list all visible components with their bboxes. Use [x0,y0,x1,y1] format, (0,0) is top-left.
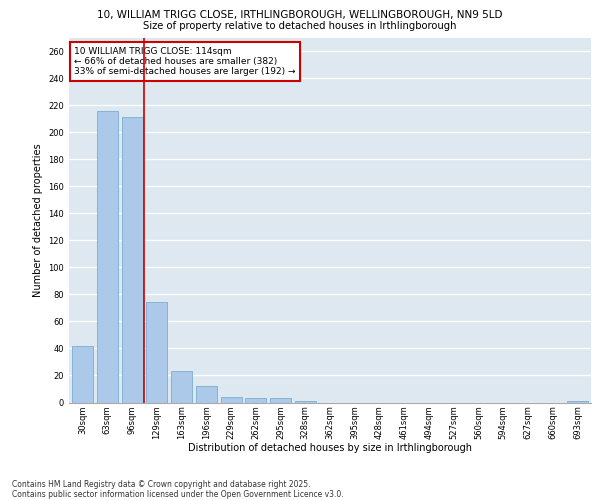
Text: Size of property relative to detached houses in Irthlingborough: Size of property relative to detached ho… [143,21,457,31]
Bar [97,110,118,403]
Text: 10 WILLIAM TRIGG CLOSE: 114sqm
← 66% of detached houses are smaller (382)
33% of: 10 WILLIAM TRIGG CLOSE: 114sqm ← 66% of … [74,46,296,76]
Bar [567,401,588,402]
X-axis label: Distribution of detached houses by size in Irthlingborough: Distribution of detached houses by size … [188,444,472,454]
Bar [72,346,93,403]
Bar [171,372,192,402]
Text: 10, WILLIAM TRIGG CLOSE, IRTHLINGBOROUGH, WELLINGBOROUGH, NN9 5LD: 10, WILLIAM TRIGG CLOSE, IRTHLINGBOROUGH… [97,10,503,20]
Bar [245,398,266,402]
Bar [270,398,291,402]
Bar [122,118,143,403]
Bar [295,401,316,402]
Y-axis label: Number of detached properties: Number of detached properties [33,143,43,297]
Bar [146,302,167,402]
Bar [196,386,217,402]
Bar [221,397,242,402]
Text: Contains HM Land Registry data © Crown copyright and database right 2025.
Contai: Contains HM Land Registry data © Crown c… [12,480,344,499]
